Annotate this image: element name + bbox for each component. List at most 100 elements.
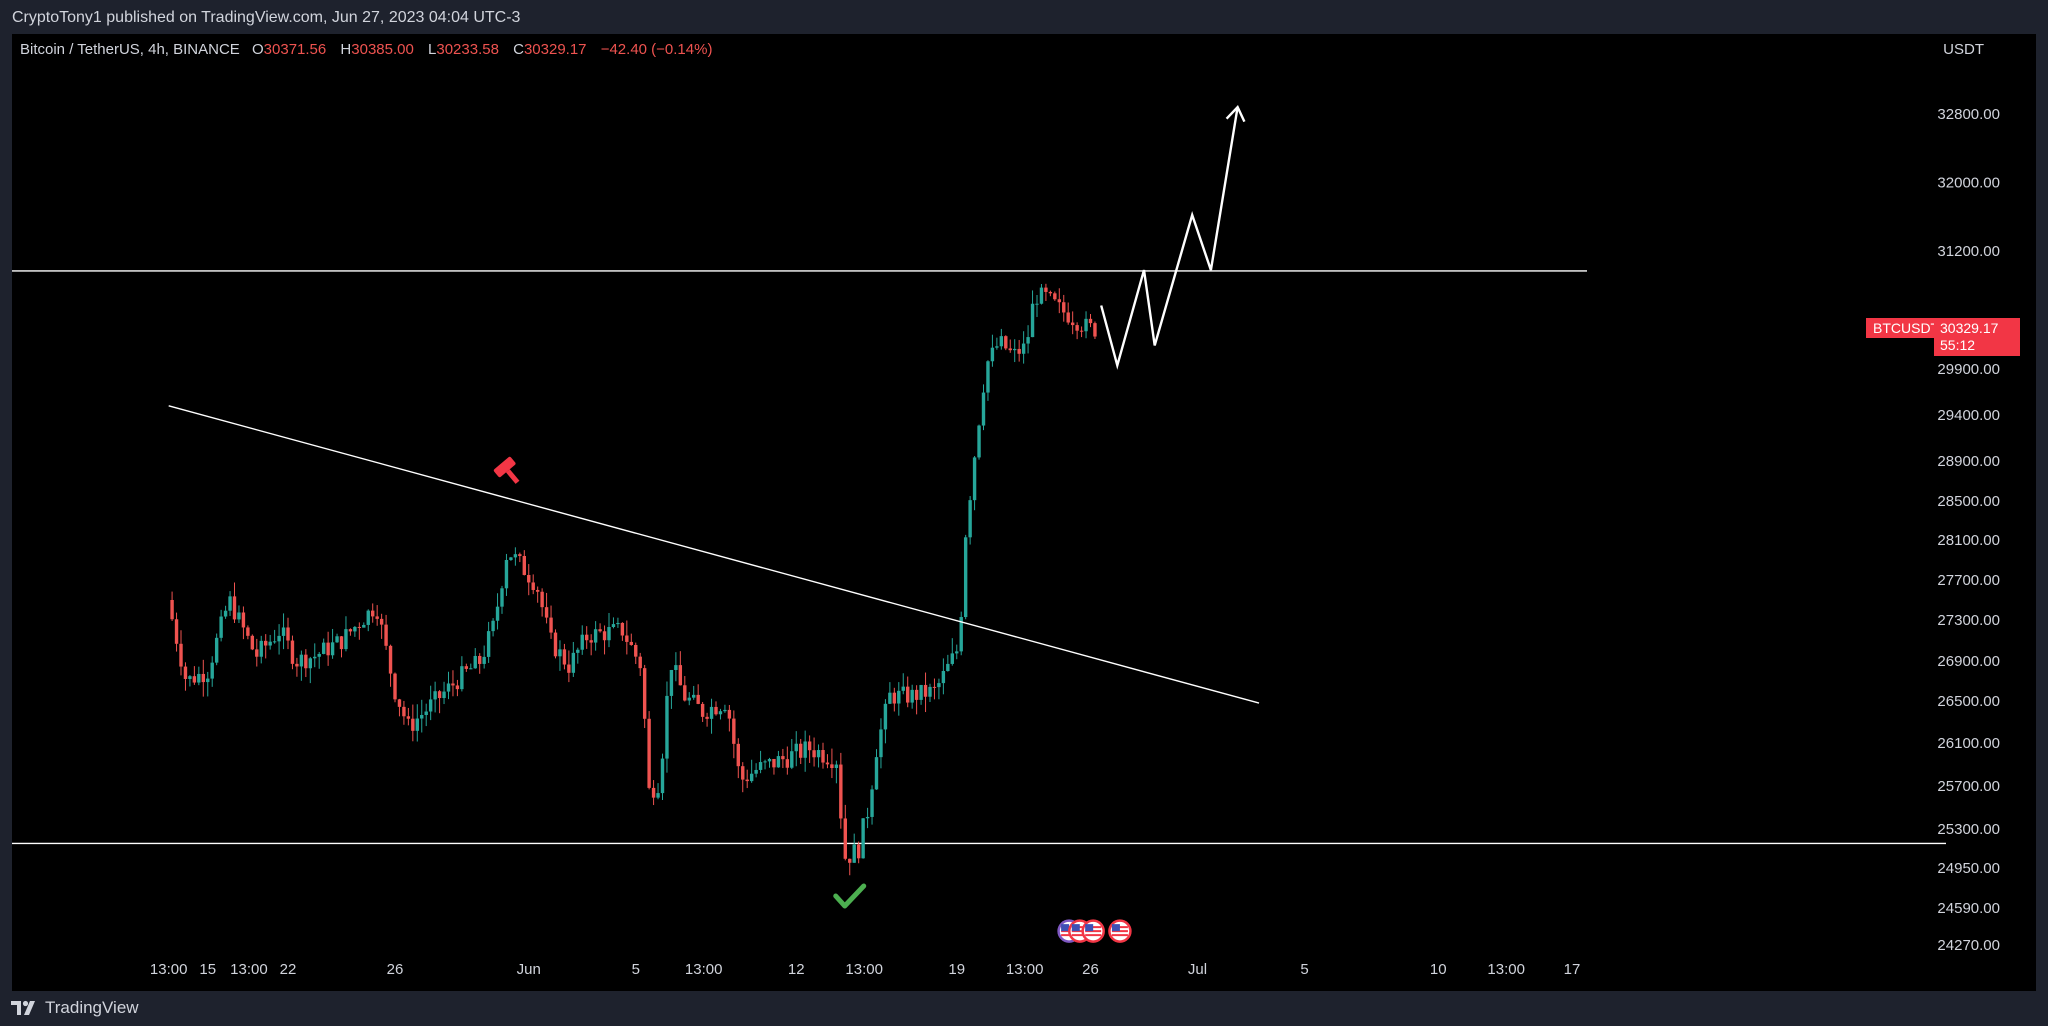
candle-body[interactable] <box>295 663 299 667</box>
candle-body[interactable] <box>906 686 910 703</box>
candle-body[interactable] <box>353 626 357 632</box>
candle-body[interactable] <box>259 640 263 657</box>
candle-body[interactable] <box>1070 322 1075 326</box>
candle-body[interactable] <box>304 654 308 669</box>
candle-body[interactable] <box>375 616 379 619</box>
candle-body[interactable] <box>264 640 268 646</box>
candle-body[interactable] <box>1004 336 1008 349</box>
candle-body[interactable] <box>825 762 830 765</box>
candle-body[interactable] <box>553 632 558 657</box>
candle-body[interactable] <box>794 743 798 752</box>
candle-body[interactable] <box>799 743 803 758</box>
candle-body[interactable] <box>638 656 642 669</box>
candle-body[interactable] <box>1013 348 1017 351</box>
candle-body[interactable] <box>482 656 486 664</box>
candle-body[interactable] <box>504 559 509 589</box>
candle-body[interactable] <box>749 773 754 782</box>
candle-body[interactable] <box>1062 302 1066 313</box>
candle-body[interactable] <box>335 636 339 643</box>
candle-body[interactable] <box>313 656 317 659</box>
candle-body[interactable] <box>999 336 1004 347</box>
candle-body[interactable] <box>665 695 669 759</box>
candle-body[interactable] <box>1008 348 1012 351</box>
candle-body[interactable] <box>509 557 513 560</box>
candle-body[interactable] <box>830 764 834 769</box>
candle-body[interactable] <box>718 711 723 715</box>
candle-body[interactable] <box>937 683 941 688</box>
candle-body[interactable] <box>286 627 290 641</box>
candle-body[interactable] <box>210 662 214 679</box>
candle-body[interactable] <box>856 844 861 859</box>
us-flag-event-icon[interactable] <box>1108 919 1132 943</box>
candle-body[interactable] <box>437 691 442 699</box>
candle-body[interactable] <box>1053 293 1057 300</box>
candle-body[interactable] <box>919 684 923 700</box>
candle-body[interactable] <box>990 347 995 362</box>
candle-body[interactable] <box>1035 303 1039 305</box>
candle-body[interactable] <box>727 709 732 719</box>
candle-body[interactable] <box>1039 287 1044 304</box>
candle-body[interactable] <box>219 616 223 638</box>
candle-body[interactable] <box>544 607 549 618</box>
candle-body[interactable] <box>723 709 727 712</box>
candle-body[interactable] <box>593 629 598 643</box>
candle-body[interactable] <box>500 588 504 607</box>
candle-body[interactable] <box>464 666 469 669</box>
candle-body[interactable] <box>562 649 567 665</box>
candle-body[interactable] <box>1066 312 1070 323</box>
candle-body[interactable] <box>330 642 335 656</box>
candle-body[interactable] <box>241 612 246 628</box>
candle-body[interactable] <box>776 756 781 768</box>
candle-body[interactable] <box>1057 299 1061 303</box>
candle-body[interactable] <box>362 624 366 628</box>
candle-body[interactable] <box>955 651 959 654</box>
candle-body[interactable] <box>246 627 250 636</box>
candle-body[interactable] <box>683 685 687 701</box>
candle-body[interactable] <box>371 610 375 617</box>
candle-body[interactable] <box>607 627 611 641</box>
candle-body[interactable] <box>879 729 883 758</box>
candle-body[interactable] <box>540 591 544 608</box>
candle-body[interactable] <box>585 634 589 641</box>
candle-body[interactable] <box>968 500 972 538</box>
candle-body[interactable] <box>678 665 683 686</box>
candle-body[interactable] <box>843 818 847 859</box>
candle-body[interactable] <box>865 816 870 819</box>
candle-body[interactable] <box>197 673 201 683</box>
candle-body[interactable] <box>772 758 776 768</box>
candle-body[interactable] <box>250 635 255 650</box>
candle-body[interactable] <box>232 596 237 620</box>
candle-body[interactable] <box>950 653 954 664</box>
candle-body[interactable] <box>567 664 571 673</box>
candle-body[interactable] <box>932 686 937 688</box>
candle-body[interactable] <box>620 622 625 636</box>
candle-body[interactable] <box>923 684 928 697</box>
candle-body[interactable] <box>357 626 362 628</box>
projection-path[interactable] <box>1100 107 1239 370</box>
candle-body[interactable] <box>268 641 272 646</box>
candle-body[interactable] <box>781 756 785 760</box>
candle-body[interactable] <box>531 582 535 590</box>
candle-body[interactable] <box>174 619 179 644</box>
candle-body[interactable] <box>576 649 580 653</box>
candle-body[interactable] <box>473 655 477 669</box>
candle-body[interactable] <box>290 640 295 664</box>
candle-body[interactable] <box>848 858 852 863</box>
candle-body[interactable] <box>888 692 892 704</box>
candle-body[interactable] <box>883 703 888 730</box>
candle-body[interactable] <box>192 676 197 683</box>
candle-body[interactable] <box>170 600 174 620</box>
candle-body[interactable] <box>1021 343 1026 354</box>
symbol-name[interactable]: Bitcoin / TetherUS, 4h, BINANCE <box>20 41 240 58</box>
candle-body[interactable] <box>384 624 388 646</box>
candle-body[interactable] <box>469 668 473 670</box>
candle-body[interactable] <box>535 589 540 592</box>
candle-body[interactable] <box>277 635 281 642</box>
candle-body[interactable] <box>674 665 678 670</box>
candle-body[interactable] <box>495 606 500 621</box>
candle-body[interactable] <box>745 779 749 782</box>
candle-body[interactable] <box>861 818 865 859</box>
candle-body[interactable] <box>963 537 968 618</box>
candle-body[interactable] <box>1075 325 1079 331</box>
candle-body[interactable] <box>981 392 986 426</box>
